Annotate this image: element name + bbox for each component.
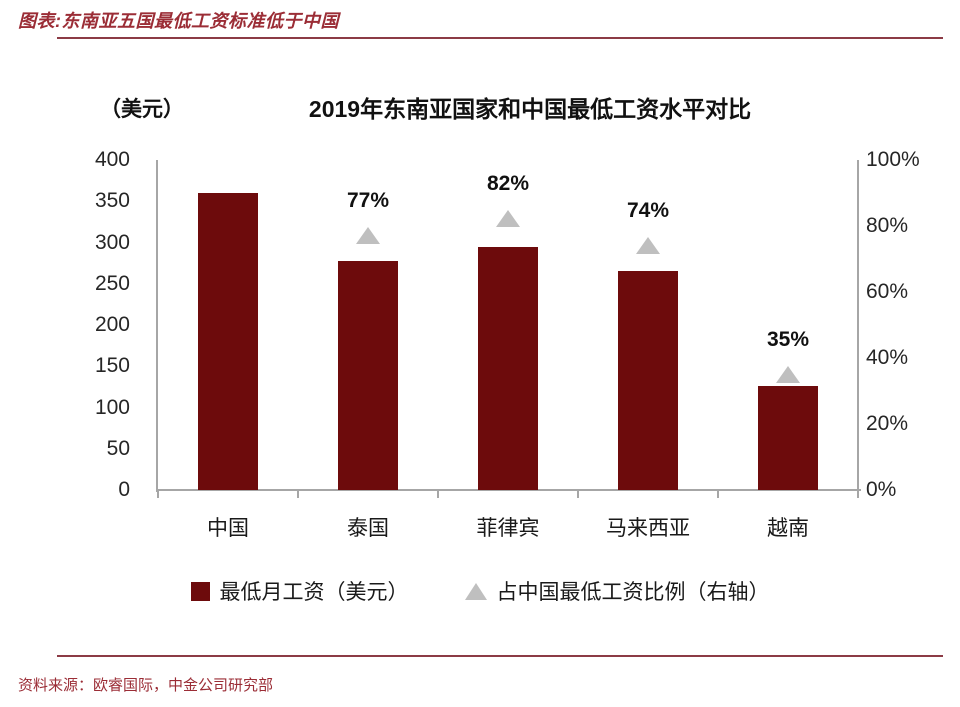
left-axis-tick: 300 — [94, 230, 130, 254]
x-axis-tick-mark — [577, 491, 579, 498]
x-axis-tick-mark — [157, 491, 159, 498]
percent-label-越南: 35% — [766, 327, 810, 351]
triangle-marker-泰国 — [356, 226, 380, 244]
legend-label-wage: 最低月工资（美元） — [219, 581, 409, 604]
right-axis-tick: 0% — [866, 478, 897, 501]
legend-label-ratio: 占中国最低工资比例（右轴） — [496, 581, 770, 604]
x-axis-tick-mark — [437, 491, 439, 498]
bar-泰国 — [338, 261, 398, 490]
figure-header-title: 图表:东南亚五国最低工资标准低于中国 — [18, 11, 339, 31]
percent-label-菲律宾: 82% — [486, 172, 530, 196]
left-axis-tick: 250 — [94, 271, 130, 295]
percent-label-泰国: 77% — [346, 188, 390, 212]
x-axis-tick-mark — [857, 491, 859, 498]
triangle-marker-越南 — [776, 365, 800, 383]
right-axis-line — [857, 160, 859, 492]
left-axis-tick: 0 — [118, 478, 130, 501]
left-axis-tick: 400 — [94, 148, 130, 171]
bar-越南 — [758, 386, 818, 490]
legend-item-wage: 最低月工资（美元） — [190, 576, 409, 606]
bar-菲律宾 — [478, 246, 538, 490]
x-axis-tick-mark — [297, 491, 299, 498]
percent-label-马来西亚: 74% — [626, 198, 670, 222]
right-axis-tick: 40% — [866, 346, 909, 369]
left-axis-unit-label: （美元） — [100, 98, 184, 121]
bar-中国 — [198, 193, 258, 490]
left-axis-tick: 350 — [94, 189, 130, 213]
category-label-马来西亚: 马来西亚 — [606, 517, 690, 540]
category-label-菲律宾: 菲律宾 — [476, 517, 540, 540]
bar-series-swatch-icon — [190, 581, 210, 601]
triangle-series-swatch-icon — [464, 582, 487, 600]
header-divider-line — [57, 37, 943, 39]
category-label-泰国: 泰国 — [347, 517, 389, 540]
left-axis-tick: 100 — [94, 395, 130, 419]
right-axis-tick: 80% — [866, 214, 909, 237]
category-label-越南: 越南 — [767, 517, 809, 540]
category-label-中国: 中国 — [207, 517, 249, 540]
chart-legend: 最低月工资（美元） 占中国最低工资比例（右轴） — [0, 570, 960, 612]
chart-title: 2019年东南亚国家和中国最低工资水平对比 — [308, 96, 752, 122]
right-axis-tick: 100% — [866, 148, 920, 171]
legend-item-ratio: 占中国最低工资比例（右轴） — [464, 576, 770, 606]
left-axis-tick: 50 — [106, 436, 130, 460]
triangle-marker-马来西亚 — [636, 236, 660, 254]
left-axis-line — [156, 160, 158, 492]
x-axis-line — [156, 489, 861, 491]
left-axis-tick: 150 — [94, 354, 130, 378]
right-axis-tick: 20% — [866, 412, 909, 435]
x-axis-tick-mark — [717, 491, 719, 498]
footer-divider-line — [57, 655, 943, 657]
source-note: 资料来源：欧睿国际，中金公司研究部 — [18, 677, 274, 694]
bar-马来西亚 — [618, 270, 678, 490]
triangle-marker-菲律宾 — [496, 210, 520, 228]
right-axis-tick: 60% — [866, 280, 909, 303]
left-axis-tick: 200 — [94, 313, 130, 336]
